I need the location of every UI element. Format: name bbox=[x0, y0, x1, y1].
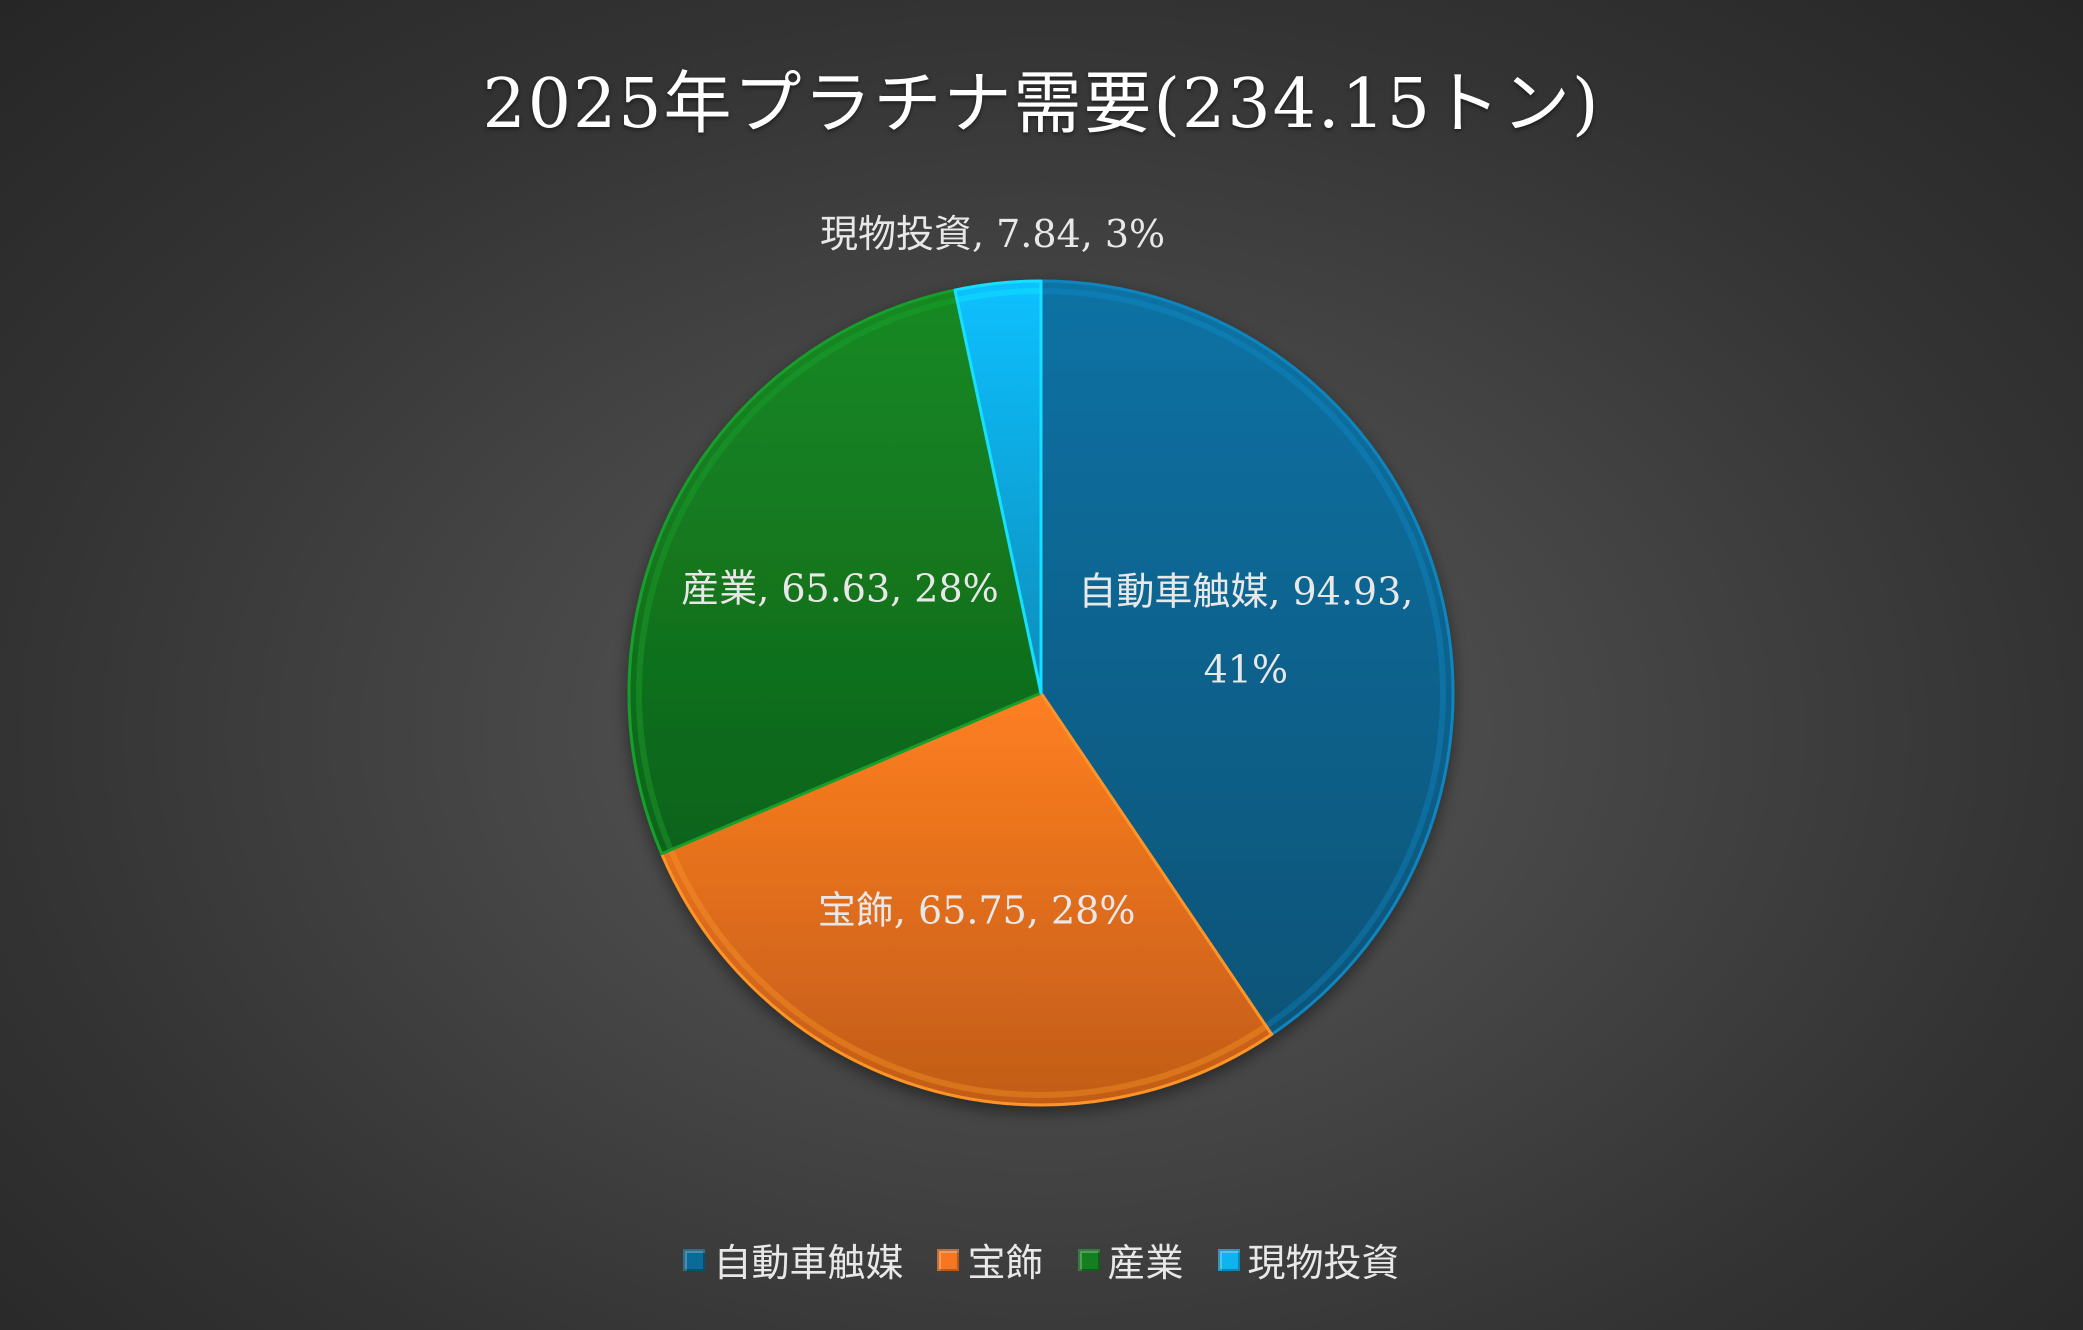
legend-label-2: 宝飾 bbox=[967, 1241, 1044, 1285]
pie-slice-bevel-1 bbox=[1040, 288, 1446, 1029]
legend-item-3: 産業 bbox=[1077, 1232, 1184, 1287]
chart-legend: 自動車触媒 宝飾 産業 現物投資 bbox=[0, 1232, 2083, 1287]
pie-slice-1 bbox=[1039, 279, 1455, 1036]
legend-item-4: 現物投資 bbox=[1217, 1232, 1400, 1287]
legend-label-3: 産業 bbox=[1107, 1241, 1184, 1285]
legend-swatch-2 bbox=[937, 1248, 960, 1271]
legend-swatch-4 bbox=[1217, 1248, 1240, 1271]
pie-slice-bevel-2 bbox=[668, 848, 1268, 1098]
pie-slice-2 bbox=[660, 691, 1274, 1107]
data-label-2: 宝飾, 65.75, 28% bbox=[818, 888, 1136, 932]
data-label-1: 自動車触媒, 94.93, 41% bbox=[1078, 569, 1413, 691]
data-label-3: 産業, 65.63, 28% bbox=[681, 566, 999, 610]
legend-swatch-3 bbox=[1077, 1248, 1100, 1271]
data-label-4: 現物投資, 7.84, 3% bbox=[820, 212, 1165, 256]
legend-swatch-1 bbox=[683, 1248, 706, 1271]
pie-slice-bevel-4 bbox=[956, 288, 1042, 303]
legend-item-2: 宝飾 bbox=[937, 1232, 1044, 1287]
pie-slice-4 bbox=[953, 279, 1043, 695]
pie-slice-bevel-3 bbox=[636, 296, 958, 851]
legend-label-4: 現物投資 bbox=[1247, 1241, 1400, 1285]
legend-item-1: 自動車触媒 bbox=[683, 1232, 903, 1287]
chart-title: 2025年プラチナ需要(234.15トン) bbox=[482, 65, 1601, 144]
legend-label-1: 自動車触媒 bbox=[713, 1241, 904, 1285]
